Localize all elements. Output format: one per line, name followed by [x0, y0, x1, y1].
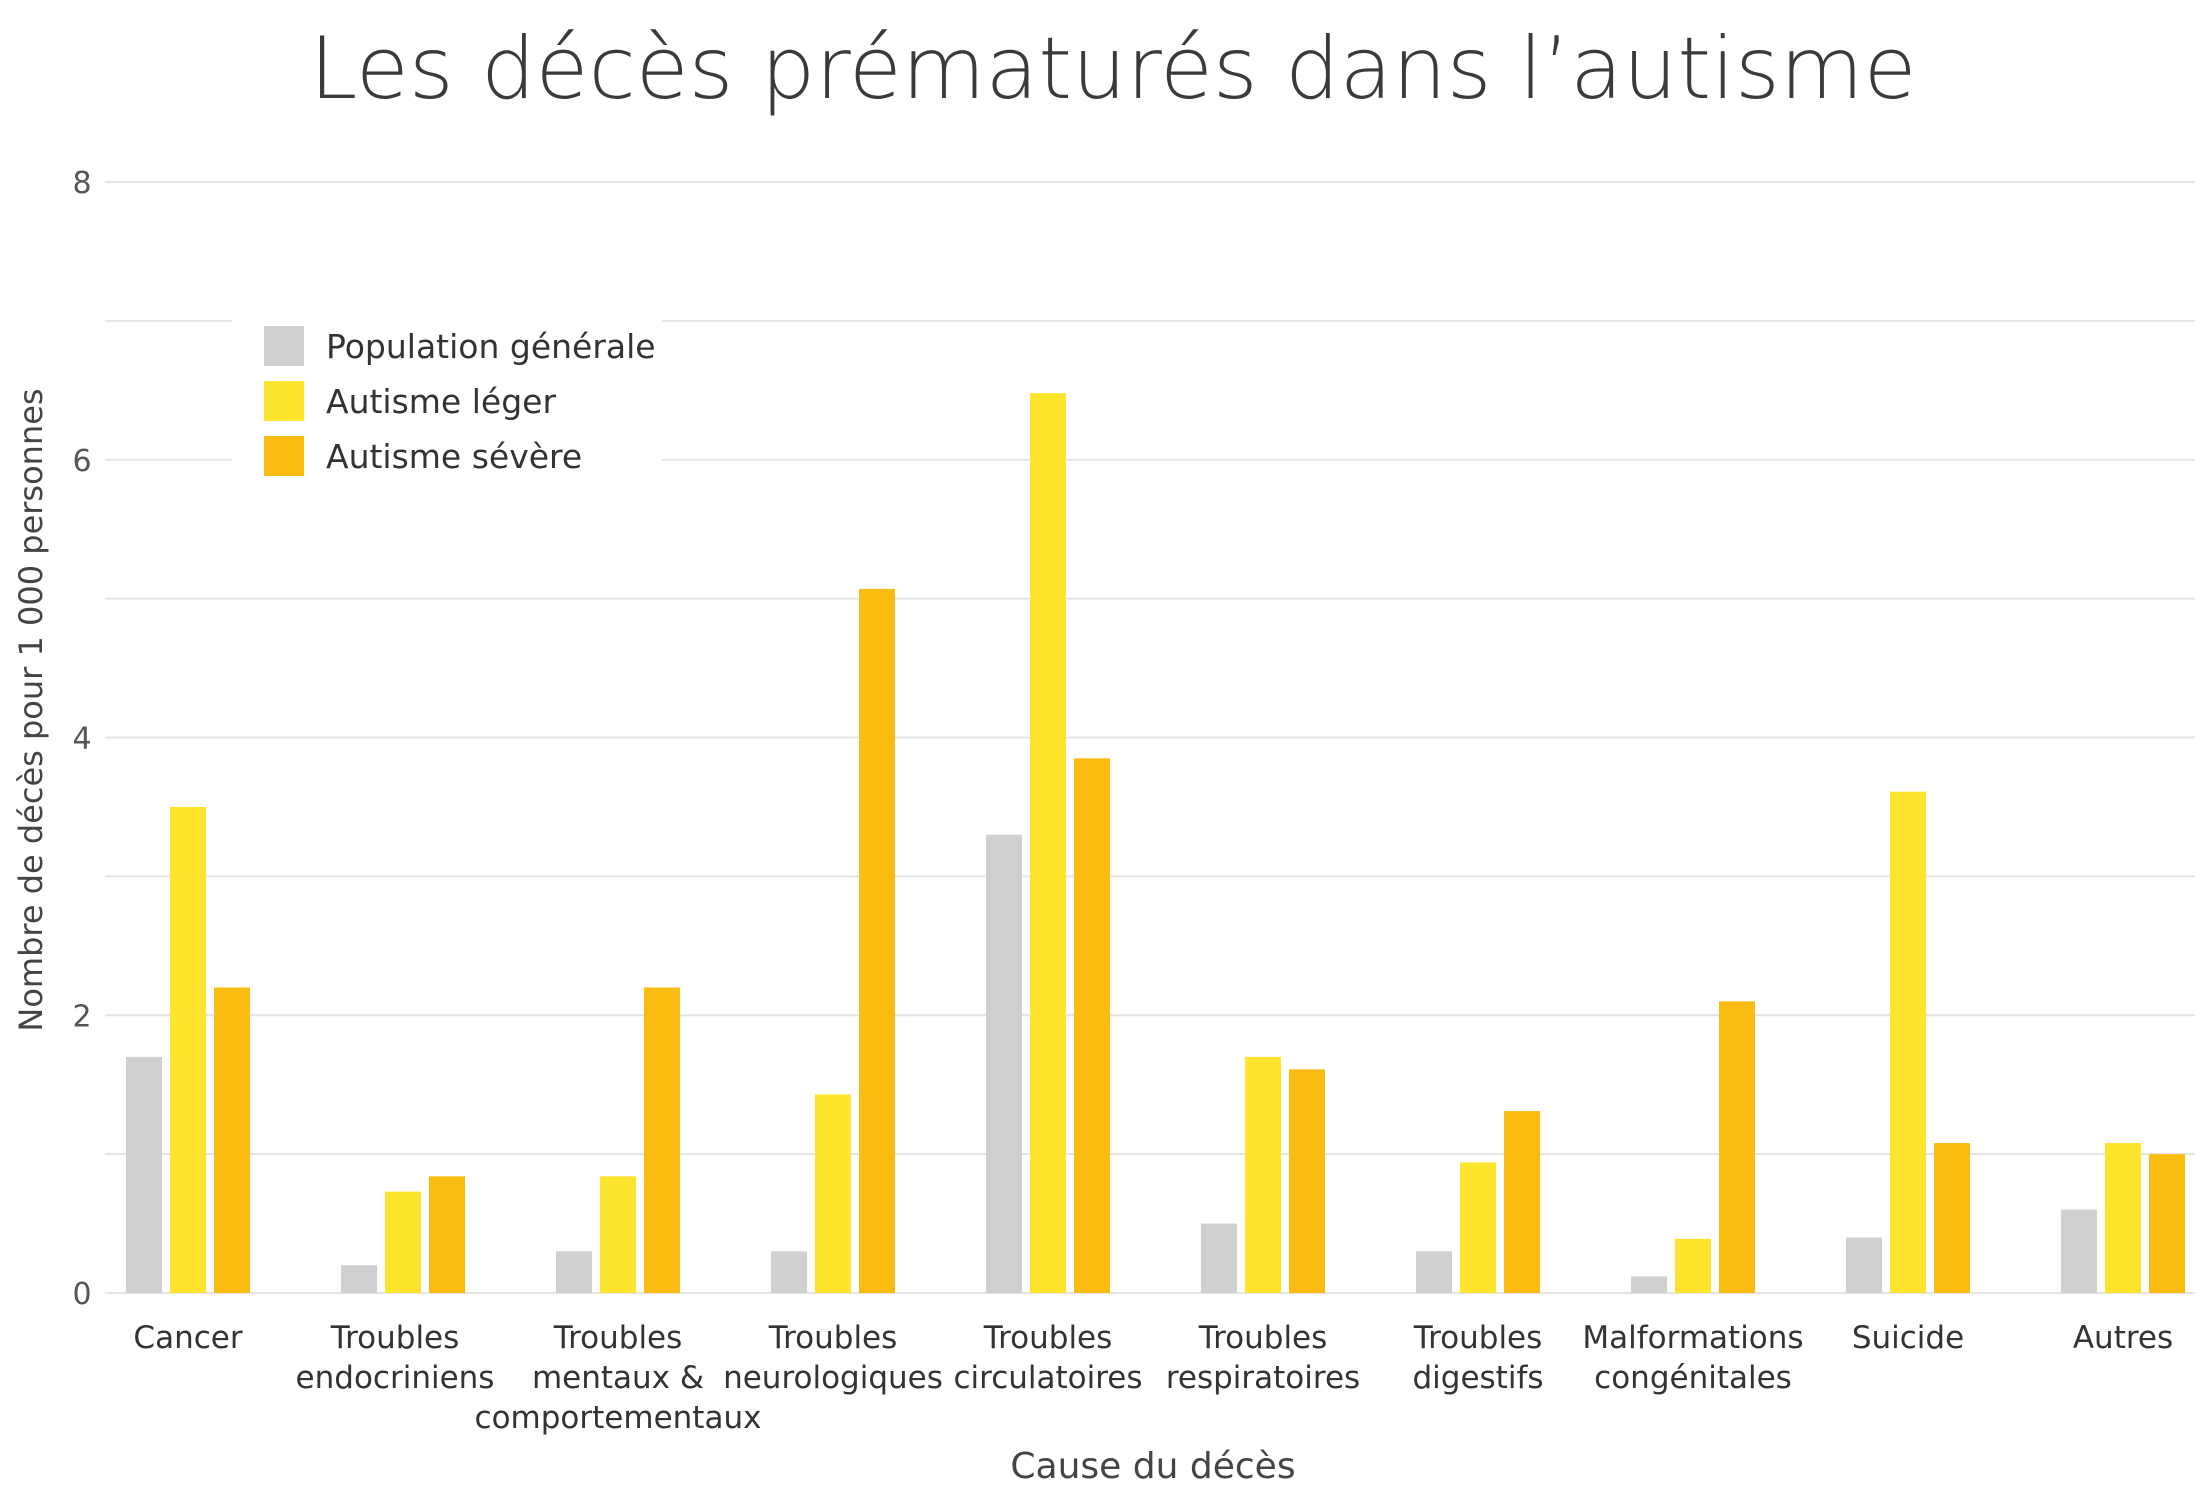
legend-swatch — [264, 326, 304, 366]
bar — [986, 834, 1022, 1293]
bar — [1675, 1238, 1711, 1293]
bar — [1631, 1276, 1667, 1293]
bar — [1030, 393, 1066, 1294]
bar — [1504, 1111, 1540, 1293]
y-tick-label: 8 — [72, 166, 91, 201]
x-category-label: Suicide — [1852, 1320, 1964, 1356]
legend-label: Autisme sévère — [326, 437, 582, 476]
bar — [214, 987, 250, 1293]
bar — [1460, 1162, 1496, 1293]
legend-swatch — [264, 381, 304, 421]
x-category-label: Troubles neurologiques — [723, 1320, 943, 1396]
bar — [1890, 791, 1926, 1293]
x-category-label: Autres — [2073, 1320, 2173, 1356]
bar — [170, 806, 206, 1293]
bar — [2149, 1154, 2185, 1293]
bar — [341, 1265, 377, 1293]
x-category-label: Malformations congénitales — [1582, 1320, 1803, 1396]
y-tick-label: 4 — [72, 722, 91, 757]
bar — [1289, 1069, 1325, 1293]
bar — [2061, 1209, 2097, 1293]
bar — [600, 1176, 636, 1293]
y-axis-title: Nombre de décès pour 1 000 personnes — [12, 388, 50, 1031]
x-category-label: Cancer — [133, 1320, 242, 1356]
bar — [1719, 1001, 1755, 1293]
bar — [2105, 1143, 2141, 1293]
legend-swatch — [264, 436, 304, 476]
bar — [556, 1251, 592, 1293]
x-category-label: Troubles circulatoires — [953, 1320, 1142, 1396]
x-category-label: Troubles respiratoires — [1166, 1320, 1360, 1396]
legend-label: Autisme léger — [326, 382, 556, 421]
bar — [771, 1251, 807, 1293]
bar — [1934, 1143, 1970, 1293]
x-category-label: Troubles endocriniens — [296, 1320, 495, 1396]
legend-label: Population générale — [326, 327, 656, 366]
x-axis-title: Cause du décès — [1010, 1446, 1295, 1487]
y-tick-label: 6 — [72, 444, 91, 479]
bar — [1416, 1251, 1452, 1293]
bar — [126, 1056, 162, 1293]
x-category-label: Troubles mentaux & comportementaux — [475, 1320, 762, 1436]
bar — [1074, 758, 1110, 1293]
bar — [385, 1191, 421, 1293]
y-tick-label: 2 — [72, 999, 91, 1034]
legend: Population générale Autisme léger Autisme … — [264, 326, 656, 476]
y-axis-ticks: 0 2 4 6 8 — [72, 166, 91, 1312]
bar — [1201, 1223, 1237, 1293]
bar — [859, 588, 895, 1293]
bar — [429, 1176, 465, 1293]
bars — [126, 393, 2185, 1294]
chart-title: Les décès prématurés dans l’autisme — [310, 19, 1917, 119]
bar — [815, 1094, 851, 1293]
bar — [644, 987, 680, 1293]
y-tick-label: 0 — [72, 1277, 91, 1312]
bar — [1846, 1237, 1882, 1293]
bar — [1245, 1056, 1281, 1293]
x-category-label: Troubles digestifs — [1412, 1320, 1543, 1396]
